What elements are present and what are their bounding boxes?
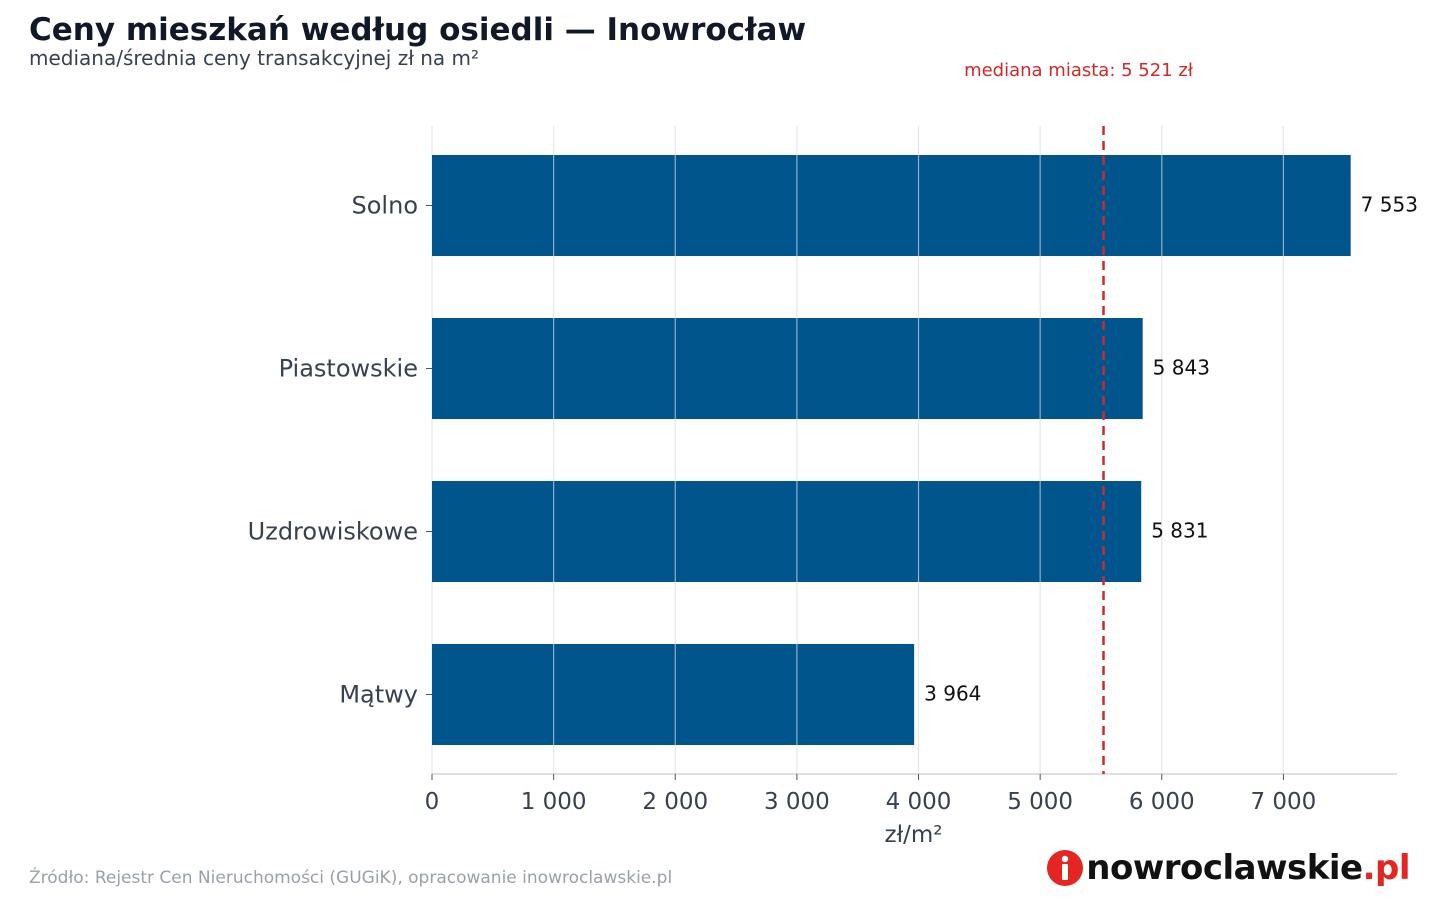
category-label: Piastowskie bbox=[279, 355, 418, 383]
value-label: 5 843 bbox=[1153, 356, 1210, 380]
category-label: Uzdrowiskowe bbox=[248, 518, 418, 546]
x-tick-label: 1 000 bbox=[521, 789, 587, 815]
value-label: 5 831 bbox=[1151, 519, 1208, 543]
category-label: Solno bbox=[352, 192, 418, 220]
site-logo[interactable]: nowroclawskie.pl bbox=[1045, 848, 1411, 888]
x-tick-label: 0 bbox=[425, 789, 440, 815]
bar bbox=[432, 155, 1351, 256]
median-label: mediana miasta: 5 521 zł bbox=[964, 60, 1194, 81]
bar bbox=[432, 318, 1143, 419]
source-note: Źródło: Rejestr Cen Nieruchomości (GUGiK… bbox=[29, 868, 673, 888]
logo-i-icon bbox=[1047, 850, 1084, 886]
logo-suffix: .pl bbox=[1362, 848, 1411, 888]
chart-title: Ceny mieszkań według osiedli — Inowrocła… bbox=[29, 12, 807, 48]
bar bbox=[432, 481, 1142, 582]
x-axis-title: zł/m² bbox=[885, 822, 943, 848]
x-tick-label: 7 000 bbox=[1250, 789, 1316, 815]
logo-text: nowroclawskie.pl bbox=[1086, 848, 1410, 888]
category-label: Mątwy bbox=[339, 681, 418, 709]
x-tick-label: 4 000 bbox=[886, 789, 952, 815]
logo-main: nowroclawskie bbox=[1086, 848, 1363, 888]
bar bbox=[432, 644, 915, 745]
x-tick-label: 2 000 bbox=[642, 789, 708, 815]
value-label: 3 964 bbox=[924, 682, 981, 706]
x-tick-label: 3 000 bbox=[764, 789, 830, 815]
x-tick-label: 6 000 bbox=[1129, 789, 1195, 815]
x-tick-label: 5 000 bbox=[1007, 789, 1073, 815]
chart-subtitle: mediana/średnia ceny transakcyjnej zł na… bbox=[29, 46, 480, 70]
value-label: 7 553 bbox=[1361, 193, 1418, 217]
